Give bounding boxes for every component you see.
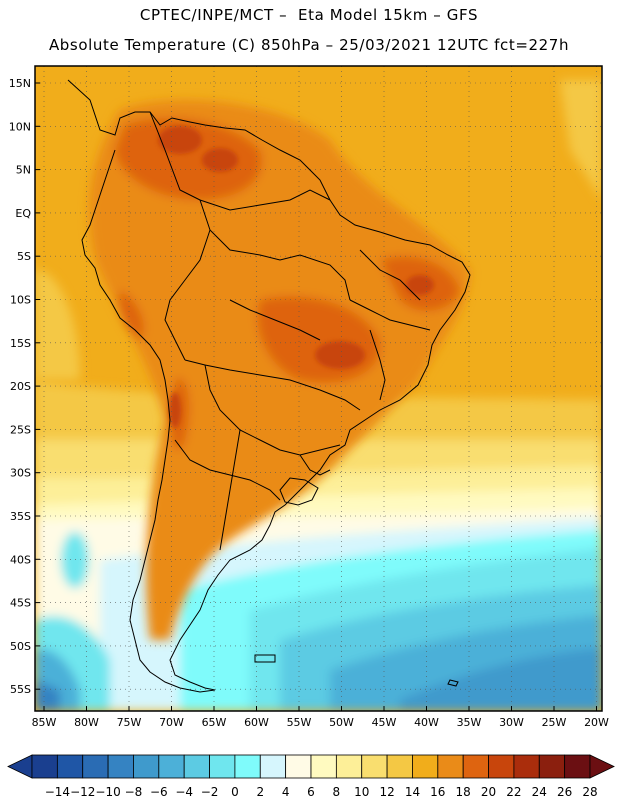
latitude-tick-label: 30S: [10, 467, 31, 480]
longitude-tick-label: 30W: [499, 716, 524, 729]
longitude-tick-label: 55W: [287, 716, 312, 729]
longitude-tick-label: 75W: [117, 716, 142, 729]
chart-title-variable: Absolute Temperature (C) 850hPa – 25/03/…: [48, 36, 570, 54]
longitude-tick-label: 25W: [542, 716, 567, 729]
latitude-tick-label: EQ: [15, 207, 31, 220]
longitude-labels: 85W 80W 75W 70W 65W 60W 55W 50W 45W 40W 35W 30W 25W 2…: [32, 706, 609, 729]
longitude-tick-label: 45W: [372, 716, 397, 729]
chart-title-model: CPTEC/INPE/MCT – Eta Model 15km – GFS: [139, 6, 479, 24]
longitude-tick-label: 85W: [32, 716, 57, 729]
latitude-tick-label: 45S: [10, 597, 31, 610]
map-frame: [34, 65, 603, 712]
temperature-field: [35, 66, 602, 711]
longitude-tick-label: 65W: [202, 716, 227, 729]
latitude-tick-label: 25S: [10, 423, 31, 436]
latitude-tick-label: 10S: [10, 294, 31, 307]
latitude-tick-label: 35S: [10, 510, 31, 523]
latitude-tick-label: 15N: [9, 77, 31, 90]
latitude-labels: 15N 10N 5N EQ 5S 10S 15S 20S 25S 30S 35S 40S 45S 50S 5…: [9, 77, 40, 696]
latitude-tick-label: 15S: [10, 337, 31, 350]
longitude-tick-label: 35W: [457, 716, 482, 729]
latitude-tick-label: 10N: [9, 120, 31, 133]
latitude-tick-label: 40S: [10, 553, 31, 566]
longitude-tick-label: 60W: [244, 716, 269, 729]
longitude-tick-label: 80W: [74, 716, 99, 729]
coastline-borders: [67, 79, 471, 693]
latitude-tick-label: 5S: [17, 250, 31, 263]
latitude-tick-label: 20S: [10, 380, 31, 393]
longitude-tick-label: 40W: [414, 716, 439, 729]
latitude-tick-label: 55S: [10, 683, 31, 696]
longitude-tick-label: 50W: [329, 716, 354, 729]
longitude-tick-label: 70W: [159, 716, 184, 729]
longitude-tick-label: 20W: [584, 716, 609, 729]
latitude-tick-label: 5N: [16, 164, 31, 177]
latitude-tick-label: 50S: [10, 640, 31, 653]
